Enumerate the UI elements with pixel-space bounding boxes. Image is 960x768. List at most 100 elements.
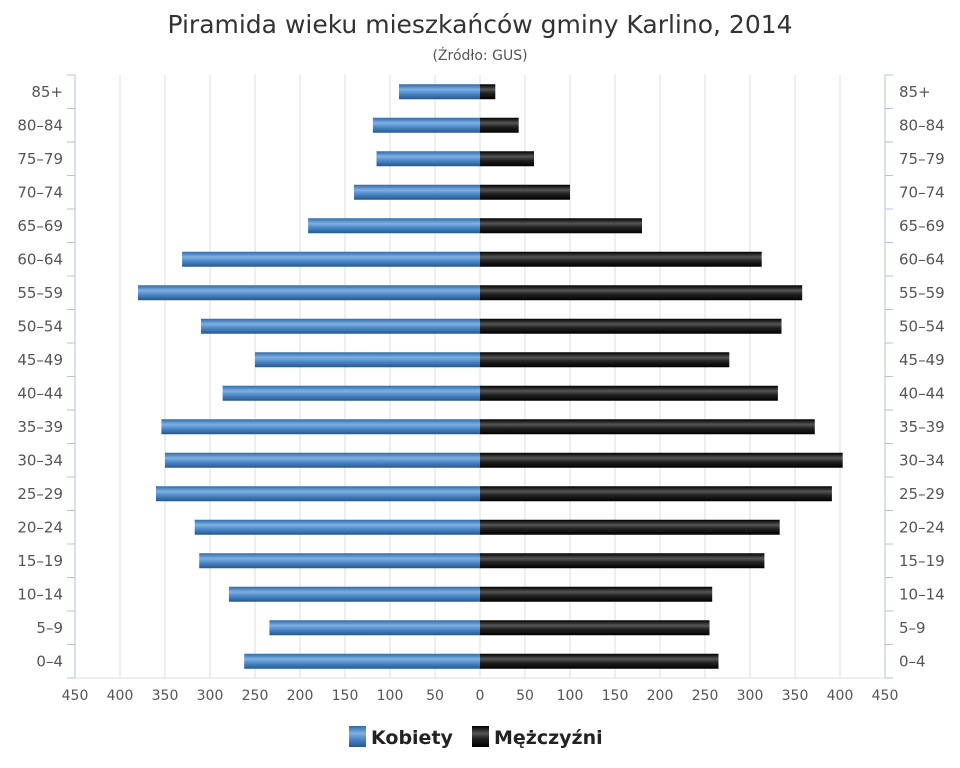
- category-label-left: 40–44: [17, 384, 63, 402]
- category-label-left: 80–84: [17, 116, 63, 134]
- bar-mezczyzni: [480, 318, 782, 334]
- category-label-left: 0–4: [36, 652, 63, 670]
- legend-label-kobiety: Kobiety: [371, 727, 454, 749]
- legend-label-mezczyzni: Mężczyźni: [494, 727, 603, 749]
- category-label-left: 25–29: [17, 485, 63, 503]
- bar-kobiety: [156, 486, 480, 502]
- category-label-left: 30–34: [17, 451, 63, 469]
- category-label-left: 55–59: [17, 284, 63, 302]
- bar-mezczyzni: [480, 385, 778, 401]
- x-tick-label: 50: [516, 688, 534, 704]
- x-tick-label: 100: [377, 688, 404, 704]
- bar-kobiety: [269, 620, 480, 636]
- x-tick-label: 150: [602, 688, 629, 704]
- x-tick-label: 450: [62, 688, 89, 704]
- category-label-right: 45–49: [899, 351, 945, 369]
- bar-kobiety: [376, 151, 480, 167]
- legend-swatch-kobiety: [349, 726, 366, 747]
- chart-subtitle: (Źródło: GUS): [432, 46, 527, 64]
- legend-item-kobiety: Kobiety: [349, 726, 454, 749]
- bar-mezczyzni: [480, 486, 832, 502]
- category-label-left: 60–64: [17, 250, 63, 268]
- category-label-right: 20–24: [899, 518, 945, 536]
- bar-mezczyzni: [480, 184, 570, 200]
- category-label-right: 55–59: [899, 284, 945, 302]
- category-label-left: 50–54: [17, 317, 63, 335]
- category-label-right: 35–39: [899, 418, 945, 436]
- bar-mezczyzni: [480, 519, 780, 535]
- x-tick-label: 350: [152, 688, 179, 704]
- category-label-left: 10–14: [17, 585, 63, 603]
- x-tick-label: 450: [872, 688, 899, 704]
- x-tick-label: 100: [557, 688, 584, 704]
- legend-swatch-mezczyzni: [472, 726, 489, 747]
- category-label-left: 15–19: [17, 552, 63, 570]
- bar-mezczyzni: [480, 653, 719, 669]
- bar-kobiety: [194, 519, 480, 535]
- x-tick-label: 300: [197, 688, 224, 704]
- category-label-left: 65–69: [17, 217, 63, 235]
- category-label-right: 75–79: [899, 150, 945, 168]
- bar-mezczyzni: [480, 586, 713, 602]
- bar-kobiety: [399, 84, 480, 100]
- bar-kobiety: [255, 352, 480, 368]
- bar-mezczyzni: [480, 452, 843, 468]
- category-label-left: 35–39: [17, 418, 63, 436]
- bar-kobiety: [228, 586, 480, 602]
- bar-mezczyzni: [480, 84, 496, 100]
- category-label-right: 10–14: [899, 585, 945, 603]
- category-label-right: 85+: [899, 83, 931, 101]
- bar-mezczyzni: [480, 285, 803, 301]
- x-tick-label: 150: [332, 688, 359, 704]
- x-tick-label: 200: [647, 688, 674, 704]
- bar-mezczyzni: [480, 553, 765, 569]
- bar-kobiety: [138, 285, 480, 301]
- chart-title: Piramida wieku mieszkańców gminy Karlino…: [167, 10, 792, 39]
- bar-mezczyzni: [480, 151, 534, 167]
- x-tick-label: 50: [426, 688, 444, 704]
- bar-kobiety: [201, 318, 480, 334]
- category-label-right: 0–4: [899, 652, 926, 670]
- x-tick-label: 350: [782, 688, 809, 704]
- category-label-left: 85+: [31, 83, 63, 101]
- x-tick-label: 200: [287, 688, 314, 704]
- category-label-left: 45–49: [17, 351, 63, 369]
- bar-kobiety: [165, 452, 480, 468]
- category-label-right: 65–69: [899, 217, 945, 235]
- x-tick-label: 0: [476, 688, 485, 704]
- category-labels: 85+ 85+ 80–84 80–84 75–79 75–79 70–74 70–74 65–6…: [17, 83, 944, 671]
- x-tick-label: 400: [827, 688, 854, 704]
- legend-item-mezczyzni: Mężczyźni: [472, 726, 603, 749]
- legend: Kobiety Mężczyźni: [349, 726, 603, 749]
- x-tick-label: 250: [242, 688, 269, 704]
- x-tick-label: 400: [107, 688, 134, 704]
- bar-kobiety: [199, 553, 480, 569]
- bar-kobiety: [222, 385, 480, 401]
- x-tick-label: 300: [737, 688, 764, 704]
- category-label-right: 15–19: [899, 552, 945, 570]
- category-label-right: 70–74: [899, 183, 945, 201]
- category-label-right: 30–34: [899, 451, 945, 469]
- x-tick-labels: 450 400 350 300 250 200 150 100 50 0 50 100 150 200 25…: [62, 688, 899, 704]
- category-label-left: 70–74: [17, 183, 63, 201]
- category-label-right: 40–44: [899, 384, 945, 402]
- bar-mezczyzni: [480, 117, 519, 133]
- bar-kobiety: [244, 653, 480, 669]
- bar-kobiety: [354, 184, 480, 200]
- bar-kobiety: [161, 419, 480, 435]
- bar-mezczyzni: [480, 419, 815, 435]
- bars: [138, 84, 843, 669]
- category-label-right: 5–9: [899, 619, 926, 637]
- category-label-right: 80–84: [899, 116, 945, 134]
- x-tick-label: 250: [692, 688, 719, 704]
- bar-kobiety: [182, 251, 480, 267]
- grid-lines: [74, 75, 886, 678]
- category-label-left: 5–9: [36, 619, 63, 637]
- category-label-right: 60–64: [899, 250, 945, 268]
- category-label-left: 20–24: [17, 518, 63, 536]
- category-label-left: 75–79: [17, 150, 63, 168]
- bar-kobiety: [308, 218, 480, 234]
- category-label-right: 50–54: [899, 317, 945, 335]
- bar-mezczyzni: [480, 251, 762, 267]
